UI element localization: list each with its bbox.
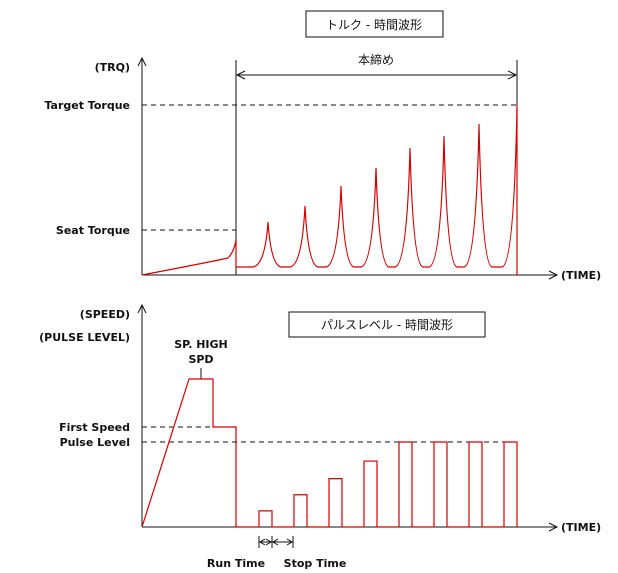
torque-chart: トルク - 時間波形 (TRQ) (TIME) Target Torque Se…	[44, 10, 601, 282]
pulse-title-box	[288, 311, 486, 338]
run-time-label: Run Time	[207, 557, 265, 570]
stop-time-label: Stop Time	[284, 557, 347, 570]
span-arrow-left-head	[235, 70, 246, 80]
sp-high-spd-label: SPD	[188, 353, 213, 366]
torque-title-box	[305, 10, 444, 38]
pulse-level-y-axis-label: (PULSE LEVEL)	[39, 331, 130, 344]
pulse-bar	[258, 510, 294, 528]
seat-torque-label: Seat Torque	[56, 224, 130, 237]
speed-x-axis-arrow	[548, 522, 559, 532]
torque-curve	[141, 104, 518, 276]
torque-x-axis-arrow	[548, 270, 559, 280]
torque-chart-title: トルク - 時間波形	[326, 18, 422, 32]
speed-profile-line	[141, 378, 259, 528]
first-speed-label: First Speed	[59, 421, 130, 434]
torque-y-axis-arrow	[137, 56, 147, 67]
sp-high-label: SP. HIGH	[174, 338, 228, 351]
pulse-bar	[293, 494, 329, 528]
final-tightening-label: 本締め	[358, 52, 394, 67]
pulse-bar	[328, 478, 364, 528]
stop-time-arrow-right	[286, 538, 293, 546]
pulse-x-axis-label: (TIME)	[561, 521, 601, 534]
torque-x-axis-label: (TIME)	[561, 269, 601, 282]
pulse-bar	[398, 441, 434, 528]
speed-y-axis-label: (SPEED)	[80, 308, 130, 321]
stop-time-arrow-left	[272, 538, 279, 546]
run-time-arrow-left	[259, 538, 266, 546]
pulse-bar	[503, 441, 518, 527]
pulse-chart: パルスレベル - 時間波形 (SPEED) (PULSE LEVEL) (TIM…	[39, 303, 601, 570]
span-arrow-right-head	[507, 70, 518, 80]
pulse-level-label: Pulse Level	[60, 436, 130, 449]
pulse-bar	[468, 441, 504, 528]
torque-y-axis-label: (TRQ)	[95, 61, 130, 74]
pulse-bars	[258, 441, 518, 528]
pulse-chart-title: パルスレベル - 時間波形	[321, 318, 453, 332]
target-torque-label: Target Torque	[44, 99, 130, 112]
run-time-arrow-right	[265, 538, 272, 546]
speed-y-axis-arrow	[137, 303, 147, 314]
pulse-bar	[433, 441, 469, 528]
pulse-bar	[363, 460, 399, 528]
